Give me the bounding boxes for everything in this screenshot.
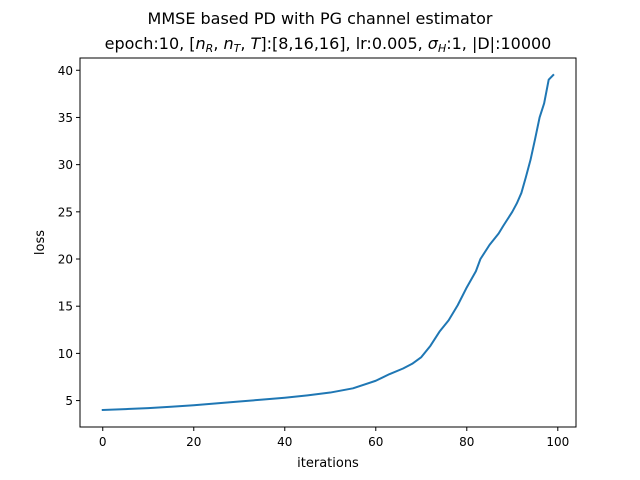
x-tick-label: 80 bbox=[459, 435, 474, 449]
x-axis-label: iterations bbox=[297, 456, 359, 471]
y-tick-label: 40 bbox=[58, 64, 73, 78]
y-axis-label: loss bbox=[33, 230, 48, 255]
y-tick-label: 25 bbox=[58, 205, 73, 219]
x-tick-label: 60 bbox=[368, 435, 383, 449]
y-tick-label: 10 bbox=[58, 347, 73, 361]
axes-frame bbox=[79, 57, 577, 428]
chart-title: MMSE based PD with PG channel estimator bbox=[148, 9, 493, 28]
chart-subtitle: epoch:10, [nR, nT, T]:[8,16,16], lr:0.00… bbox=[105, 34, 552, 55]
x-axis: 0 20 40 60 80 100 bbox=[99, 427, 569, 449]
y-tick-label: 5 bbox=[65, 394, 73, 408]
y-tick-label: 30 bbox=[58, 158, 73, 172]
series-layer bbox=[101, 73, 555, 412]
x-tick-label: 100 bbox=[546, 435, 569, 449]
x-tick-label: 20 bbox=[186, 435, 201, 449]
y-tick-label: 20 bbox=[58, 253, 73, 267]
x-tick-label: 0 bbox=[99, 435, 107, 449]
plot-area bbox=[79, 57, 577, 428]
x-tick-label: 40 bbox=[277, 435, 292, 449]
y-tick-label: 35 bbox=[58, 111, 73, 125]
y-tick-label: 15 bbox=[58, 300, 73, 314]
loss-line bbox=[101, 73, 555, 412]
y-axis: 5 10 15 20 25 30 35 40 bbox=[58, 64, 80, 408]
